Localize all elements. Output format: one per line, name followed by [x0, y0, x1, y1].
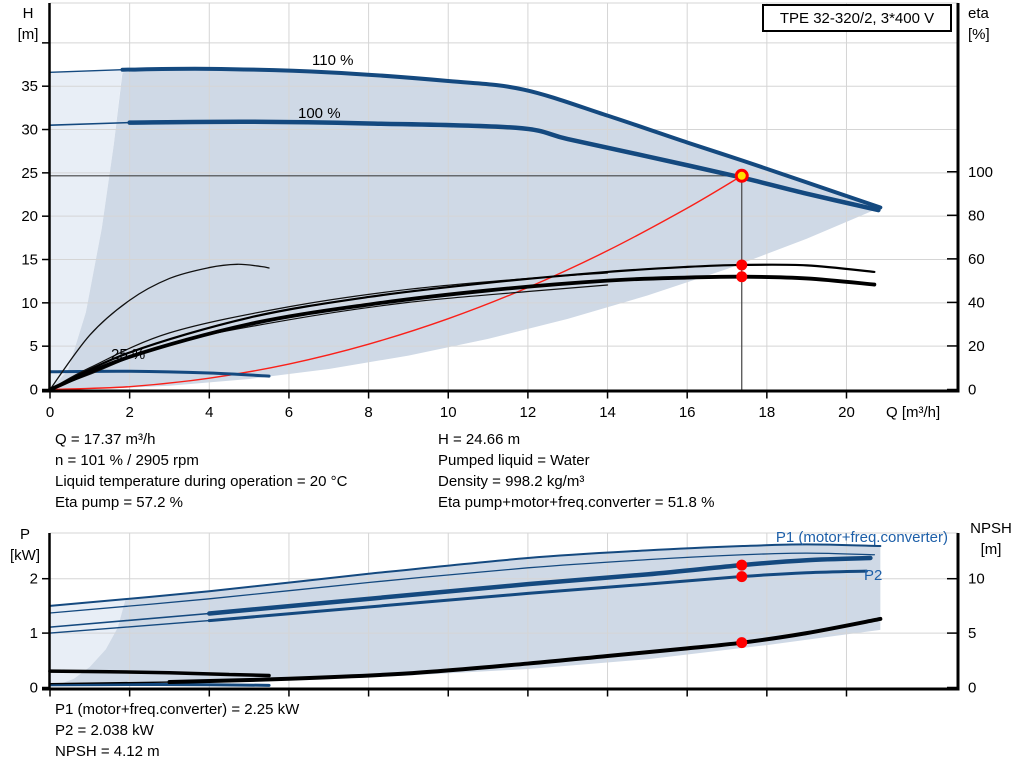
info-npsh: NPSH = 4.12 m — [55, 743, 160, 760]
speed-25-label: 25 % — [111, 346, 146, 363]
y-right-tick-label: 0 — [968, 382, 976, 399]
y-left-tick-label: 25 — [21, 165, 38, 182]
x-tick-label: 20 — [838, 404, 855, 421]
y-left-tick-label: 0 — [30, 680, 38, 697]
head-100pct — [127, 119, 881, 213]
p2-curve-label: P2 — [864, 567, 883, 584]
eta-aux-2 — [49, 284, 609, 391]
y-left-tick-label: 30 — [21, 122, 38, 139]
y-right-tick-label: 20 — [968, 338, 985, 355]
p2-25pct — [48, 683, 271, 687]
p1-110pct — [49, 543, 882, 607]
y-right-tick-label: 40 — [968, 294, 985, 311]
npsh-axis-label: NPSH [m] — [970, 520, 1012, 558]
envelope-light-b — [50, 598, 126, 686]
npsh-curve — [167, 616, 883, 685]
y-right-tick-label: 10 — [968, 571, 985, 588]
y-left-tick-label: 15 — [21, 252, 38, 269]
npsh-curve-thin — [49, 681, 171, 685]
p2-100pct — [207, 569, 868, 623]
speed-100-label: 100 % — [298, 105, 341, 122]
pump-type-label: TPE 32-320/2, 3*400 V — [779, 9, 935, 27]
p1-100pct — [207, 555, 873, 616]
y-left-tick-label: 0 — [30, 382, 38, 399]
y-right-tick-label: 5 — [968, 625, 976, 642]
info-eta-pump: Eta pump = 57.2 % — [55, 494, 183, 511]
info-liquid: Pumped liquid = Water — [438, 452, 590, 469]
h-axis-label: H [m] — [17, 5, 39, 43]
info-eta-total: Eta pump+motor+freq.converter = 51.8 % — [438, 494, 715, 511]
info-temp: Liquid temperature during operation = 20… — [55, 473, 348, 490]
x-tick-label: 4 — [205, 404, 213, 421]
y-right-tick-label: 60 — [968, 251, 985, 268]
x-tick-label: 8 — [364, 404, 372, 421]
info-q: Q = 17.37 m³/h — [55, 431, 156, 448]
y-right-tick-label: 100 — [968, 164, 993, 181]
x-tick-label: 14 — [599, 404, 616, 421]
p1-point — [736, 559, 748, 571]
y-left-tick-label: 10 — [21, 295, 38, 312]
y-left-tick-label: 20 — [21, 208, 38, 225]
x-tick-label: 0 — [46, 404, 54, 421]
info-n: n = 101 % / 2905 rpm — [55, 452, 199, 469]
head-110pct-thin — [49, 69, 124, 74]
npsh-point — [736, 637, 748, 649]
envelope-light — [50, 69, 123, 390]
head-110pct — [120, 66, 883, 210]
p2-100pct-thin — [49, 619, 210, 634]
envelope-dark — [50, 68, 881, 390]
eta-pump — [48, 263, 876, 391]
info-h: H = 24.66 m — [438, 431, 521, 448]
p1-100pct-thin — [49, 612, 211, 628]
info-density: Density = 998.2 kg/m³ — [438, 473, 585, 490]
eta-pump-point — [736, 259, 748, 271]
y-left-tick-label: 2 — [30, 571, 38, 588]
info-p1: P1 (motor+freq.converter) = 2.25 kW — [55, 701, 300, 718]
p2-point — [736, 571, 748, 583]
x-tick-label: 16 — [679, 404, 696, 421]
x-tick-label: 10 — [440, 404, 457, 421]
y-left-tick-label: 1 — [30, 625, 38, 642]
x-tick-label: 18 — [758, 404, 775, 421]
system-curve — [49, 175, 743, 391]
eta-total-point — [736, 271, 748, 283]
p1-25pct — [48, 669, 271, 678]
x-tick-label: 2 — [125, 404, 133, 421]
y-left-tick-label: 35 — [21, 78, 38, 95]
q-axis-label: Q [m³/h] — [886, 404, 941, 421]
eta-axis-label: eta [%] — [968, 5, 990, 43]
p-axis-label: P [kW] — [10, 526, 40, 564]
p1-curve-label: P1 (motor+freq.converter) — [775, 529, 948, 546]
eta-25pct — [49, 263, 270, 391]
x-tick-label: 12 — [520, 404, 537, 421]
head-100pct-thin — [49, 121, 131, 126]
speed-110-label: 110 % — [312, 52, 354, 69]
y-right-tick-label: 80 — [968, 207, 985, 224]
pump-type-box: TPE 32-320/2, 3*400 V — [762, 4, 952, 32]
eta-total — [48, 274, 877, 392]
duty-point — [734, 168, 749, 183]
p2-110pct — [49, 552, 876, 614]
y-right-tick-label: 0 — [968, 680, 976, 697]
y-left-tick-label: 5 — [30, 338, 38, 355]
info-p2: P2 = 2.038 kW — [55, 722, 154, 739]
x-tick-label: 6 — [285, 404, 293, 421]
